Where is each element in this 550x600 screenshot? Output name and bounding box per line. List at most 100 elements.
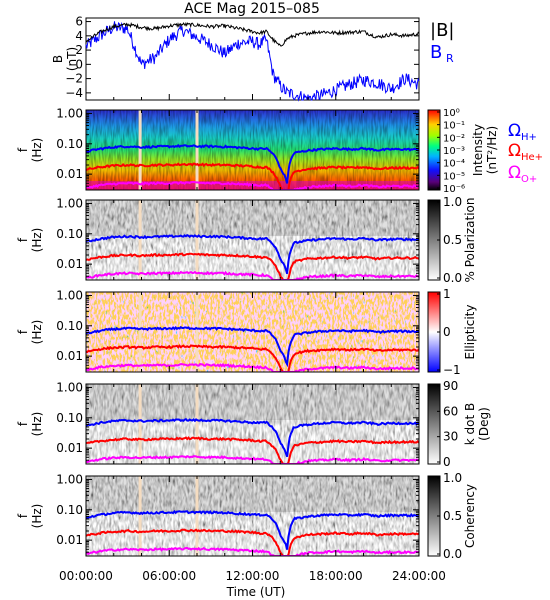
colorbar-tick-label: 60 [443,404,458,418]
colorbar-kdotb [427,383,441,465]
o-gyro-curve [86,270,419,280]
time-tick-label: 18:00:00 [309,569,363,583]
freq-tick-label: 1.00 [56,472,83,486]
gyro-legend: Ω H+Ω He+Ω O+ [508,121,543,185]
colorbar-tick-label: 10⁻² [443,133,465,144]
time-axis-label: Time (UT) [226,585,286,599]
colorbar-tick-label: 1 [443,287,451,301]
freq-tick-label: 0.01 [56,167,83,181]
b-ytick-label: −4 [65,86,83,100]
legend-btot: |B| [430,20,454,41]
freq-tick-label: 1.00 [56,196,83,210]
colorbar-unit: (Deg) [477,407,491,441]
colorbar-tick-label: 0.0 [443,547,462,561]
freq-tick-label: 0.01 [56,257,83,271]
freq-ylabel-main: f [16,237,30,242]
h-gyro-curve [86,234,419,275]
freq-ylabel-unit: (Hz) [30,504,44,529]
freq-tick-label: 1.00 [56,106,83,120]
legend-br-main: B [430,42,442,63]
gyro-legend-h-sub: H+ [521,132,537,143]
freq-ylabel-main: f [16,147,30,152]
colorbar-tick-label: 1.0 [443,195,462,209]
data-gap-1 [195,384,199,464]
data-gap-0 [138,110,142,190]
freq-tick-label: 0.10 [56,319,83,333]
panel-intensity-image [86,110,419,190]
colorbar-tick-label: 90 [443,379,458,393]
data-gap-1 [195,110,199,190]
figure-title-group: ACE Mag 2015–085 [184,1,320,17]
freq-tick-label: 0.10 [56,137,83,151]
gyro-legend-o-sub: O+ [521,174,537,185]
data-gap-1 [195,292,199,372]
colorbar-tick-label: 30 [443,430,458,444]
b-ytick-label: −2 [65,72,83,86]
panel-polarization: 1.00 0.10 0.01 f (Hz) 1.0 0.5 0.0% Polarization [16,195,477,285]
legend-br-sub: R [446,52,454,65]
colorbar-tick-label: 10⁻⁴ [443,159,465,170]
he-gyro-curve [86,252,419,280]
b-ytick-label: 0 [75,57,83,71]
colorbar-title: Intensity [471,124,485,176]
freq-tick-label: 0.01 [56,441,83,455]
colorbar-tick-label: 10⁻¹ [443,121,465,132]
time-tick-label: 12:00:00 [226,569,280,583]
data-gap-0 [138,476,142,556]
freq-tick-label: 0.01 [56,533,83,547]
he-gyro-curve [86,162,419,190]
time-axis: 00:00:00 06:00:00 12:00:00 18:00:00 24:00:00… [59,569,446,599]
gyro-legend-he-main: Ω [508,141,521,161]
spectral-panels: 1.000.100.01f (Hz)10⁰10⁻¹10⁻²10⁻³10⁻⁴10⁻⁵… [16,106,543,561]
panel-coherency-image [86,476,419,556]
time-tick-label: 00:00:00 [59,569,113,583]
colorbar-unit: (nT²/Hz) [485,126,499,174]
panel-ellipticity-image [86,292,419,372]
h-gyro-curve [86,418,419,458]
h-gyro-curve [86,143,419,184]
gyro-legend-h-main: Ω [508,121,521,141]
freq-tick-label: 0.01 [56,349,83,363]
he-gyro-curve [86,436,419,464]
colorbar-title: % Polarization [463,198,477,283]
colorbar-tick-label: 10⁻³ [443,146,465,157]
h-gyro-curve [86,325,419,368]
freq-tick-label: 0.10 [56,503,83,517]
freq-tick-label: 0.10 [56,227,83,241]
data-gap-0 [138,200,142,280]
colorbar-tick-label: 0 [443,455,451,469]
colorbar-tick-label: 0.5 [443,509,462,523]
time-tick-label: 24:00:00 [392,569,446,583]
colorbar-tick-label: 0.0 [443,271,462,285]
colorbar-tick-label: 10⁻⁶ [443,184,465,195]
colorbar-tick-label: 1.0 [443,471,462,485]
intensity-texture [86,110,419,190]
panel-polarization-image [86,200,419,280]
he-gyro-curve [86,344,419,372]
colorbar-tick-label: 10⁻⁵ [443,171,465,182]
colorbar-tick-label: 10⁰ [443,108,460,119]
data-gap-1 [195,200,199,280]
data-gap-0 [138,384,142,464]
h-gyro-curve [86,509,419,550]
colorbar-title: Coherency [463,484,477,548]
freq-ylabel-unit: (Hz) [30,228,44,253]
b-ylabel-unit: (nT) [65,47,79,71]
freq-ylabel-unit: (Hz) [30,320,44,345]
b-ytick-label: 2 [75,43,83,57]
freq-tick-label: 1.00 [56,380,83,394]
freq-ylabel-main: f [16,421,30,426]
series-btot-line [85,21,420,47]
figure-title: ACE Mag 2015–085 [184,1,320,17]
time-tick-label: 06:00:00 [142,569,196,583]
freq-ylabel-main: f [16,513,30,518]
panel-kdotb: 1.00 0.10 0.01 f (Hz) 90 60 30 0 k dot B (Deg) [16,379,491,469]
gyro-legend-o-main: Ω [508,163,521,183]
colorbar-title: k dot B [463,403,477,445]
freq-ylabel-unit: (Hz) [30,138,44,163]
colorbar-tick-label: 0.5 [443,233,462,247]
he-gyro-curve [86,528,419,556]
